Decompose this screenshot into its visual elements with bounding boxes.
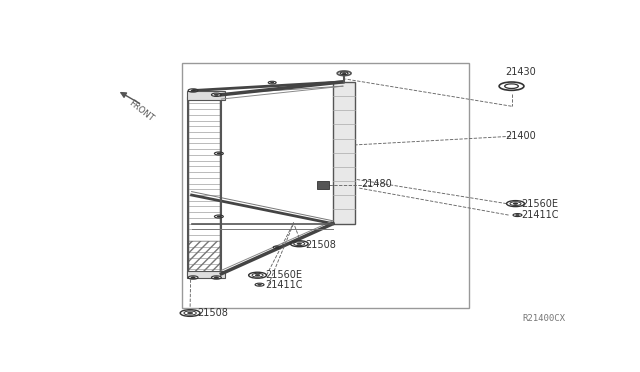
Ellipse shape [297, 243, 301, 244]
Ellipse shape [191, 90, 195, 91]
Text: 21508: 21508 [197, 308, 228, 318]
Bar [182, 63, 469, 308]
Ellipse shape [191, 277, 195, 278]
Text: 21430: 21430 [506, 67, 536, 77]
Ellipse shape [188, 312, 193, 314]
Ellipse shape [217, 216, 221, 217]
Text: 21400: 21400 [506, 131, 536, 141]
Text: 21411C: 21411C [266, 280, 303, 290]
Ellipse shape [214, 277, 218, 278]
Ellipse shape [258, 284, 261, 285]
Ellipse shape [271, 82, 274, 83]
Bar [333, 82, 355, 224]
Ellipse shape [276, 247, 279, 248]
Text: 21560E: 21560E [266, 270, 303, 280]
Ellipse shape [516, 215, 519, 216]
Bar [188, 97, 220, 275]
Text: R21400CX: R21400CX [522, 314, 565, 323]
Ellipse shape [255, 275, 260, 276]
Text: 21508: 21508 [306, 240, 337, 250]
Ellipse shape [214, 94, 218, 96]
Ellipse shape [342, 73, 346, 74]
Bar [188, 241, 220, 275]
Text: 21480: 21480 [362, 179, 392, 189]
Text: 21560E: 21560E [522, 199, 559, 209]
Ellipse shape [217, 153, 221, 154]
Ellipse shape [513, 203, 518, 204]
Bar [187, 271, 225, 278]
Text: 21411C: 21411C [522, 210, 559, 220]
Bar [187, 92, 225, 100]
Text: FRONT: FRONT [127, 98, 155, 123]
Bar [317, 181, 330, 189]
